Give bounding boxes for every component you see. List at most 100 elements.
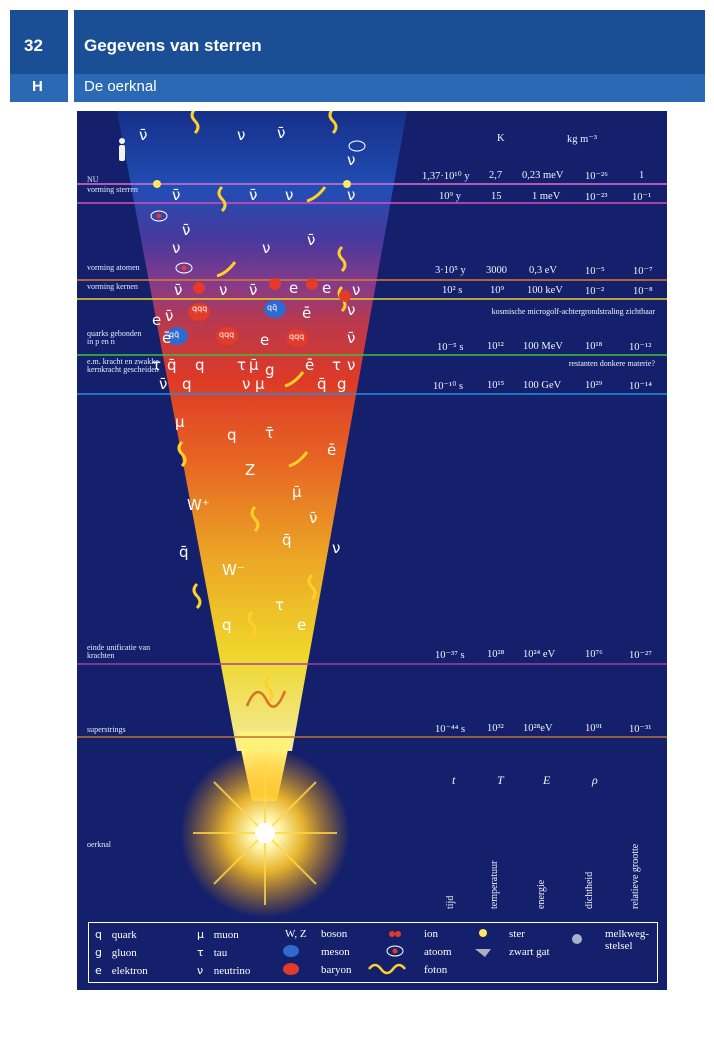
legend-symbol: μ [197, 928, 204, 941]
neutrino-symbol: ν [347, 186, 356, 204]
epoch-label: vorming atomen [87, 263, 140, 272]
column-name: dichtheid [584, 871, 595, 909]
neutrino-symbol: ν [172, 239, 181, 257]
neutrino-symbol: ν [347, 151, 356, 169]
big-bang-core [255, 823, 275, 843]
column-symbol-rho: ρ [592, 773, 598, 787]
legend-symbol: q [95, 928, 102, 941]
meson-label: qq̄ [267, 303, 278, 312]
electron-symbol: e [260, 331, 270, 349]
header-separator [68, 10, 74, 102]
legend-item-gluon: g gluon [95, 946, 137, 959]
neutrino-symbol: ν [242, 375, 251, 393]
gluon-symbol: g [337, 375, 347, 393]
legend-item-elektron: e elektron [95, 964, 148, 977]
quark-symbol: q [195, 356, 205, 374]
legend-symbol: ν [197, 964, 204, 977]
legend-icons [283, 929, 582, 975]
positron-symbol: ē [302, 304, 312, 322]
gluon-symbol: g [265, 361, 275, 379]
epoch-size: 10⁻³¹ [629, 724, 652, 735]
epoch-time: 10⁹ y [439, 191, 462, 202]
epoch-label: einde unificatie van krachten [87, 643, 151, 660]
meson-label: qq̄ [169, 330, 180, 339]
antineutrino-symbol: ν̄ [172, 186, 181, 204]
photon-waves [177, 111, 347, 703]
legend-zwart-gat: zwart gat [509, 946, 550, 958]
quark-symbol: q [227, 426, 237, 444]
epoch-time: 10⁻⁵ s [437, 342, 464, 353]
legend-symbol: g [95, 946, 102, 959]
column-symbol-T: T [497, 773, 504, 787]
tau-symbol: τ [275, 596, 285, 614]
diagram-background [77, 111, 667, 990]
epoch-lines [77, 183, 667, 738]
antimuon-symbol: μ̄ [292, 483, 302, 501]
baryon-label: qqq [192, 304, 208, 313]
epoch-density: 10⁻²⁶ [585, 171, 608, 182]
column-name: temperatuur [489, 860, 500, 909]
antineutrino-symbol: ν̄ [165, 307, 174, 325]
epoch-time: 10⁻³⁷ s [435, 650, 465, 661]
epoch-size: 10⁻¹ [632, 192, 652, 203]
epoch-label: e.m. kracht en zwakke kernkracht geschei… [87, 357, 159, 374]
epoch-size: 10⁻⁸ [633, 286, 653, 297]
epoch-energy: 100 MeV [523, 341, 563, 352]
antineutrino-symbol: ν̄ [249, 281, 258, 299]
epoch-density: 10⁻²³ [585, 192, 608, 203]
epoch-temperature: 10²⁸ [487, 649, 505, 660]
antineutrino-symbol: ν̄ [182, 221, 191, 239]
legend-label: muon [213, 929, 239, 941]
neutrino-symbol: ν [352, 281, 361, 299]
legend-symbol: τ [197, 946, 204, 959]
quark-symbol: q [182, 375, 192, 393]
neutrino-symbol: ν [347, 301, 356, 319]
muon-symbol: μ [255, 375, 265, 393]
legend-baryon: baryon [321, 964, 352, 976]
antineutrino-symbol: ν̄ [159, 375, 168, 393]
section-letter: H [32, 78, 43, 95]
quark-symbol: q [222, 616, 232, 634]
positron-symbol: ē [305, 356, 315, 374]
positron-symbol: ē [327, 441, 337, 459]
legend-boson: boson [321, 928, 348, 940]
legend-melkweg: melkweg-stelsel [605, 928, 649, 952]
legend-label: quark [111, 929, 137, 941]
w-minus-symbol: W⁻ [222, 561, 245, 579]
baryon-label: qqq [289, 332, 305, 341]
page-number: 32 [24, 36, 43, 55]
column-symbol-E: E [543, 773, 551, 787]
legend-item-muon: μ muon [197, 928, 239, 941]
electron-symbol: e [152, 311, 162, 329]
antineutrino-symbol: ν̄ [309, 509, 318, 527]
header-bar-bottom [10, 74, 705, 102]
antiquark-symbol: q̄ [317, 375, 327, 393]
epoch-density: 10¹⁸ [585, 341, 603, 352]
particle-orbs [150, 140, 366, 347]
legend-label: gluon [111, 947, 137, 959]
epoch-label: quarks gebonden in p en n [87, 329, 142, 346]
epoch-temperature: 10⁹ [490, 285, 505, 296]
epoch-energy: 10²⁸eV [523, 723, 553, 734]
legend-symbol: e [95, 964, 102, 977]
antiquark-symbol: q̄ [167, 356, 177, 374]
star-icons [153, 180, 351, 188]
antineutrino-symbol: ν̄ [277, 124, 286, 142]
epoch-label: vorming sterren [87, 185, 138, 194]
universe-cone [117, 111, 407, 751]
legend-wz: W, Z [285, 928, 307, 940]
tau-symbol: τ [332, 356, 342, 374]
epoch-size: 10⁻²⁷ [629, 650, 652, 661]
epoch-time: 3·10⁵ y [435, 265, 466, 276]
column-symbol-t: t [452, 773, 456, 787]
antineutrino-symbol: ν̄ [249, 186, 258, 204]
epoch-time: 10⁻⁴⁴ s [435, 724, 466, 735]
epoch-density: 10⁷⁶ [585, 649, 603, 660]
legend-label: tau [213, 947, 228, 959]
epoch-density: 10⁹¹ [585, 723, 603, 734]
epoch-energy: 1 meV [532, 191, 561, 202]
human-icon [119, 138, 125, 161]
epoch-time: 1,37·10¹⁰ y [422, 171, 470, 182]
epoch-label: superstrings [87, 725, 126, 734]
dark-matter-note: restanten donkere materie? [568, 359, 655, 368]
